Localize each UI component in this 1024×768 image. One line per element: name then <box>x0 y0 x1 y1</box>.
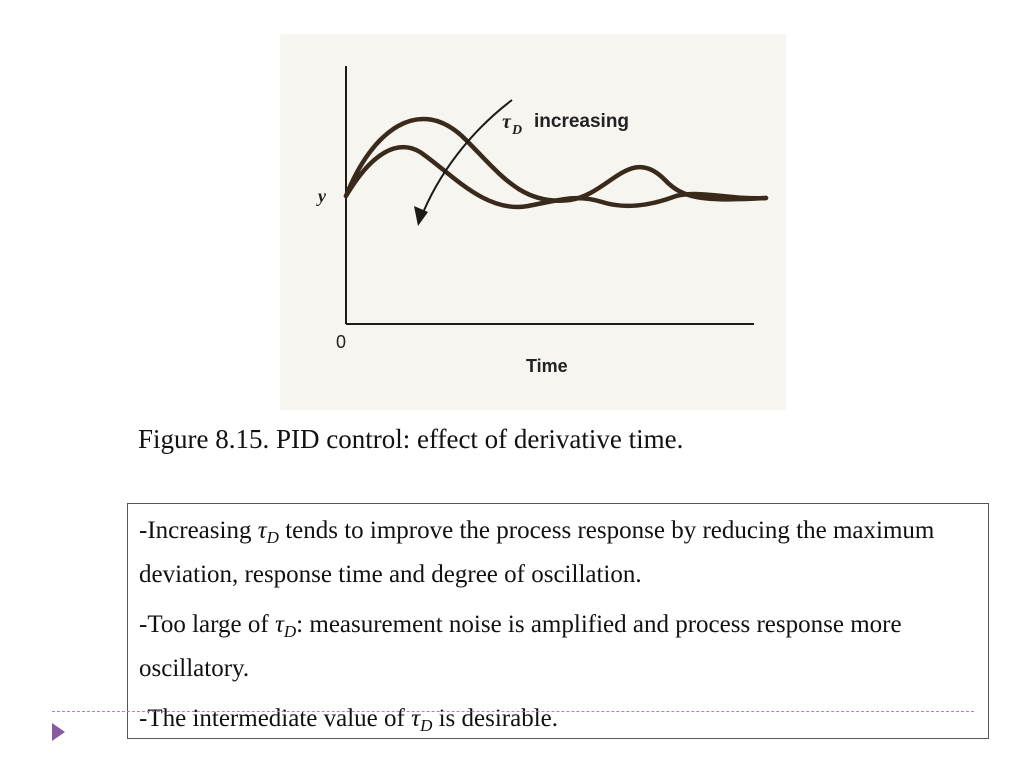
note-item: -Too large of τD: measurement noise is a… <box>139 606 978 687</box>
tau-d-symbol: τD <box>411 705 433 735</box>
note-item: -The intermediate value of τD is desirab… <box>139 700 978 744</box>
footer-divider <box>52 711 974 712</box>
slide-bullet-icon <box>52 723 65 741</box>
tau-d-symbol: τD <box>274 611 297 641</box>
response-diagram: y 0 Time τ D increasing <box>316 66 769 376</box>
tau-d-symbol: τD <box>257 517 279 547</box>
y-axis-label: y <box>316 186 327 206</box>
note-text: -Too large of <box>139 611 275 638</box>
x-axis-label: Time <box>526 356 568 376</box>
note-text: : measurement noise is amplified and pro… <box>139 611 902 682</box>
note-text: -Increasing <box>139 517 258 544</box>
increasing-label: increasing <box>534 111 629 132</box>
notes-box: -Increasing τD tends to improve the proc… <box>127 503 989 739</box>
note-item: -Increasing τD tends to improve the proc… <box>139 512 978 593</box>
response-curve-large-tau <box>343 145 769 210</box>
tau-increasing-arrow <box>419 99 513 221</box>
arrow-head <box>414 206 428 226</box>
tau-symbol-label: τ <box>502 111 512 133</box>
figure-caption: Figure 8.15. PID control: effect of deri… <box>138 424 684 454</box>
note-text: is desirable. <box>432 705 559 732</box>
pid-response-figure: y 0 Time τ D increasing <box>280 34 786 410</box>
tau-subscript-label: D <box>511 123 522 138</box>
note-text: tends to improve the process response by… <box>139 517 935 588</box>
note-text: -The intermediate value of <box>139 705 412 732</box>
origin-label: 0 <box>336 332 346 352</box>
